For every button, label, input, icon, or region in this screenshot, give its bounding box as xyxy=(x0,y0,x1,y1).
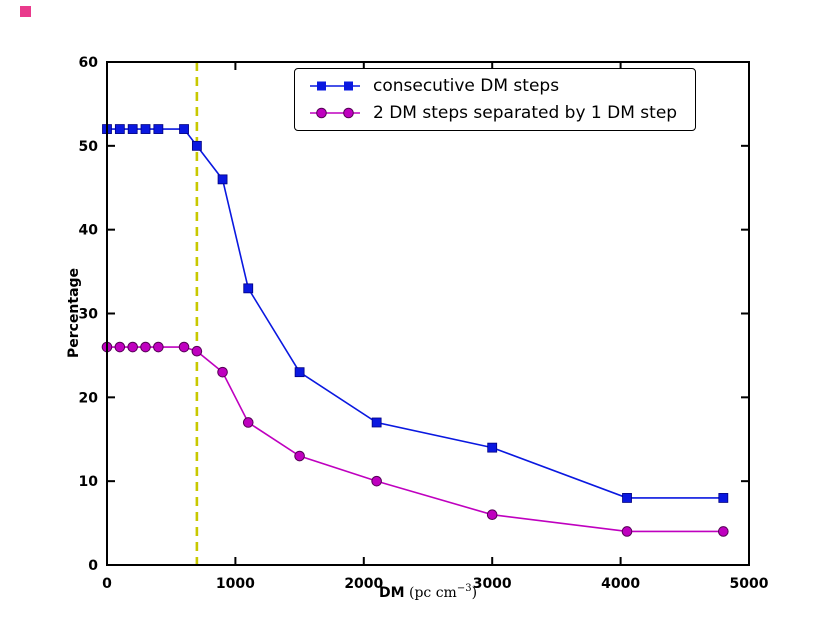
data-point-circle xyxy=(114,341,126,353)
legend-item-consecutive: consecutive DM steps xyxy=(307,76,677,96)
data-point-circle xyxy=(140,341,151,353)
y-tick-label: 0 xyxy=(88,558,98,574)
y-tick-label: 40 xyxy=(79,223,99,239)
y-tick-label: 50 xyxy=(79,139,99,155)
x-tick-label: 5000 xyxy=(730,576,769,592)
series-line-circle xyxy=(107,346,724,533)
x-tick-label: 2000 xyxy=(344,576,383,592)
series-line-square xyxy=(107,128,724,499)
data-point-circle xyxy=(217,366,228,378)
data-point-circle xyxy=(153,341,164,353)
data-point-square xyxy=(294,367,305,378)
data-point-square xyxy=(179,124,189,134)
data-point-square xyxy=(140,124,151,134)
data-point-square xyxy=(718,493,729,503)
legend: consecutive DM steps 2 DM steps separate… xyxy=(294,68,697,131)
y-tick-label: 10 xyxy=(79,474,99,490)
x-axis-label: DM (pc cm−3) xyxy=(379,583,477,601)
stray-corner-marker xyxy=(20,6,31,17)
data-point-square xyxy=(243,283,254,294)
y-tick-label: 60 xyxy=(79,55,99,71)
legend-label: 2 DM steps separated by 1 DM step xyxy=(373,103,678,123)
plot-area-border xyxy=(106,61,750,566)
data-point-square xyxy=(487,442,498,453)
data-point-circle xyxy=(621,526,633,537)
x-tick-label: 3000 xyxy=(473,576,512,592)
data-point-circle xyxy=(294,450,305,462)
data-point-circle xyxy=(191,345,203,357)
y-axis-label: Percentage xyxy=(66,268,82,358)
data-point-circle xyxy=(371,475,382,487)
y-tick-label: 20 xyxy=(79,390,99,406)
data-point-circle xyxy=(242,417,254,428)
x-tick-label: 1000 xyxy=(216,576,255,592)
ticks-group: 0 1000 2000 3000 4000 5000 0 10 20 30 40 50 60 xyxy=(79,55,769,592)
data-point-square xyxy=(622,493,632,503)
data-point-circle xyxy=(127,341,138,353)
data-point-circle xyxy=(486,509,498,521)
legend-marker-circles xyxy=(310,107,360,119)
data-point-square xyxy=(127,124,138,134)
x-tick-label: 0 xyxy=(102,576,112,592)
data-point-square xyxy=(217,174,228,185)
data-point-square xyxy=(191,140,202,151)
x-tick-label: 4000 xyxy=(601,576,640,592)
data-point-square xyxy=(114,124,125,134)
legend-label: consecutive DM steps xyxy=(373,76,560,96)
data-point-circle xyxy=(178,341,190,353)
data-point-square xyxy=(371,417,382,428)
y-tick-label: 30 xyxy=(79,307,99,323)
legend-item-separated: 2 DM steps separated by 1 DM step xyxy=(307,103,677,123)
data-point-circle xyxy=(718,526,729,537)
legend-marker-squares xyxy=(310,81,360,91)
series-group xyxy=(101,124,729,537)
data-point-square xyxy=(153,124,164,134)
